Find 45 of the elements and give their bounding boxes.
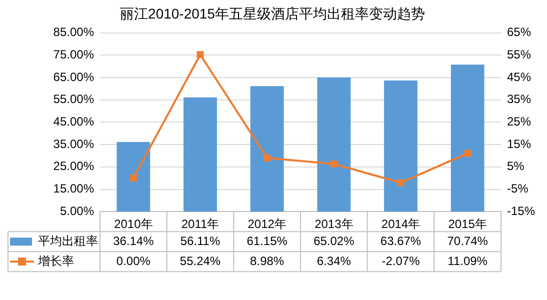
point	[330, 160, 338, 168]
y-tick-label: 25.00%	[53, 159, 94, 174]
data-label: 65.02%	[314, 234, 355, 248]
x-tick-label: 2014年	[381, 217, 420, 232]
y2-tick-label: 5%	[506, 159, 525, 174]
point	[397, 179, 404, 186]
y2-tick-label: -15%	[506, 204, 536, 218]
point	[264, 154, 271, 162]
data-label: 56.11%	[180, 234, 220, 248]
y-tick-label: 85.00%	[53, 25, 94, 40]
legend-label: 增长率	[37, 254, 74, 268]
point	[464, 150, 472, 157]
y-tick-label: 65.00%	[53, 70, 94, 84]
x-tick-label: 2010年	[114, 217, 153, 232]
point	[130, 174, 137, 182]
y2-tick-label: 55%	[506, 47, 532, 62]
point	[196, 51, 204, 58]
y-tick-label: 45.00%	[53, 114, 94, 129]
chart-title: 丽江2010-2015年五星级酒店平均出租率变动趋势	[120, 5, 425, 22]
legend-label: 平均出租率	[38, 234, 98, 248]
data-label: -2.07%	[382, 254, 420, 268]
y-tick-label: 5.00%	[60, 204, 94, 218]
y2-tick-label: 15%	[506, 136, 532, 151]
data-label: 70.74%	[447, 234, 488, 248]
x-tick-label: 2011年	[181, 217, 220, 232]
data-label: 6.34%	[316, 254, 352, 268]
y-tick-label: 35.00%	[53, 136, 94, 151]
data-label: 0.00%	[116, 254, 151, 268]
y2-tick-label: 35%	[506, 92, 532, 106]
data-label: 63.67%	[380, 234, 422, 248]
y-tick-label: 55.00%	[53, 92, 94, 106]
y2-tick-label: -5%	[506, 182, 529, 196]
y2-tick-label: 45%	[506, 70, 532, 84]
data-label: 36.14%	[113, 234, 154, 248]
x-tick-label: 2015年	[448, 217, 487, 232]
data-label: 11.09%	[448, 254, 488, 268]
x-tick-label: 2012年	[248, 217, 286, 232]
y-tick-label: 75.00%	[53, 47, 94, 62]
y-tick-label: 15.00%	[53, 182, 94, 196]
data-label: 55.24%	[180, 254, 221, 268]
data-label: 61.15%	[246, 234, 288, 248]
data-label: 8.98%	[250, 254, 284, 268]
y2-tick-label: 25%	[506, 114, 532, 129]
y2-tick-label: 65%	[506, 25, 532, 40]
x-tick-label: 2013年	[314, 217, 354, 232]
